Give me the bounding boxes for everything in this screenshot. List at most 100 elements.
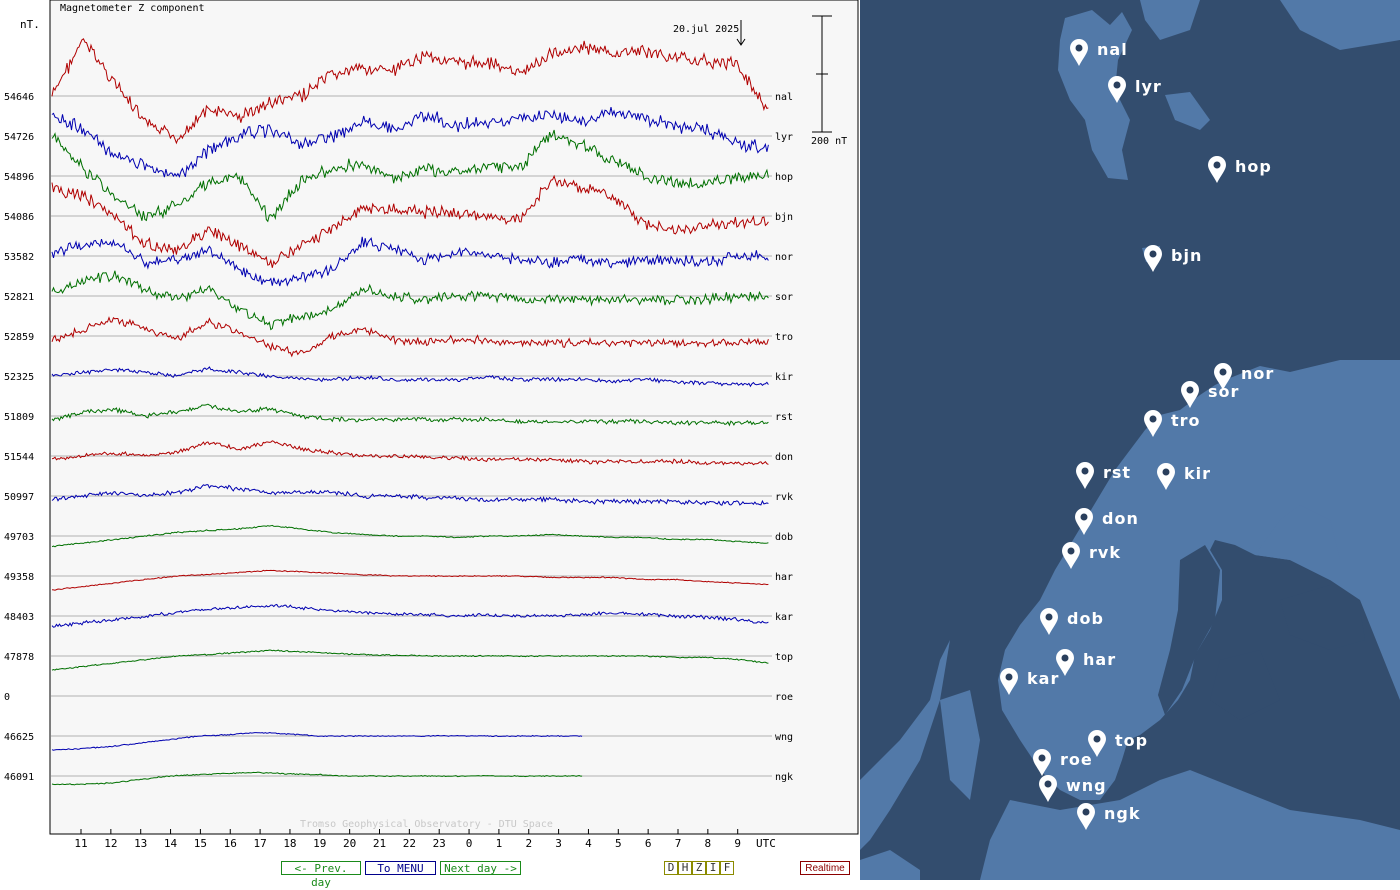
station-marker-top[interactable]: top <box>1088 730 1148 757</box>
station-marker-sor[interactable]: sor <box>1181 381 1239 408</box>
station-name-label: dob <box>1067 609 1104 628</box>
map-pin-dot <box>1081 467 1089 475</box>
station-code-label: nor <box>775 252 793 263</box>
station-code-label: don <box>775 452 793 463</box>
component-f-button[interactable]: F <box>720 861 734 875</box>
station-marker-ngk[interactable]: ngk <box>1077 803 1140 830</box>
station-trace-har <box>51 569 769 591</box>
realtime-button[interactable]: Realtime <box>800 861 850 875</box>
station-marker-nor[interactable]: nor <box>1214 363 1274 390</box>
station-code-label: rst <box>775 412 793 423</box>
station-code-label: tro <box>775 332 793 343</box>
magnetometer-chart: 11 12 13 14 15 16 17 18 19 20 21 22 23 0 1 2 3 4 5 6 7 8 95464… <box>4 0 859 850</box>
x-tick-label: 23 <box>433 837 446 850</box>
station-baseline-label: 0 <box>4 692 10 703</box>
station-map: nal lyr hop bjn nor sor tro rst kir don rvk dob har k… <box>860 0 1400 880</box>
station-marker-lyr[interactable]: lyr <box>1108 76 1162 103</box>
station-marker-roe[interactable]: roe <box>1033 749 1093 776</box>
x-tick-label: 17 <box>253 837 266 850</box>
map-pin-icon <box>1108 76 1126 103</box>
component-i-button[interactable]: I <box>706 861 720 875</box>
scale-label: 200 nT <box>811 136 847 147</box>
station-marker-har[interactable]: har <box>1056 649 1116 676</box>
station-name-label: lyr <box>1135 77 1162 96</box>
station-name-label: bjn <box>1171 246 1202 265</box>
station-baseline-label: 49703 <box>4 532 34 543</box>
station-code-label: rvk <box>775 492 793 503</box>
next-day-button[interactable]: Next day -> <box>440 861 521 875</box>
station-marker-wng[interactable]: wng <box>1039 775 1107 802</box>
map-pin-icon <box>1040 608 1058 635</box>
station-trace-lyr <box>51 106 769 178</box>
map-pin-dot <box>1186 386 1194 394</box>
station-marker-rst[interactable]: rst <box>1076 462 1131 489</box>
station-trace-kar <box>51 603 769 628</box>
map-pin-icon <box>1075 508 1093 535</box>
map-pin-icon <box>1144 245 1162 272</box>
station-baseline-label: 54086 <box>4 212 34 223</box>
station-trace-tro <box>51 316 769 358</box>
station-marker-kir[interactable]: kir <box>1157 463 1211 490</box>
map-pin-dot <box>1045 613 1053 621</box>
map-pin-icon <box>1039 775 1057 802</box>
map-pin-dot <box>1061 654 1069 662</box>
map-pin-dot <box>1038 754 1046 762</box>
station-trace-dob <box>51 524 769 548</box>
station-trace-nal <box>51 38 769 145</box>
station-name-label: sor <box>1208 382 1239 401</box>
station-name-label: nor <box>1241 364 1274 383</box>
x-tick-label: 8 <box>705 837 712 850</box>
station-baseline-label: 54646 <box>4 92 34 103</box>
map-pin-dot <box>1044 780 1052 788</box>
continental-land <box>860 640 1400 880</box>
x-tick-label: 19 <box>313 837 326 850</box>
map-pin-dot <box>1080 513 1088 521</box>
map-pin-icon <box>1208 156 1226 183</box>
map-pin-icon <box>1056 649 1074 676</box>
x-tick-label: 9 <box>734 837 741 850</box>
component-h-button[interactable]: H <box>678 861 692 875</box>
station-code-label: ngk <box>775 772 793 783</box>
map-pin-icon <box>1070 39 1088 66</box>
station-trace-rst <box>51 403 769 427</box>
component-z-button[interactable]: Z <box>692 861 706 875</box>
station-trace-kir <box>51 366 769 388</box>
prev-day-button[interactable]: <- Prev. day <box>281 861 361 889</box>
station-marker-dob[interactable]: dob <box>1040 608 1104 635</box>
x-tick-label: 18 <box>283 837 296 850</box>
station-name-label: kar <box>1027 669 1059 688</box>
x-tick-label: 7 <box>675 837 682 850</box>
station-trace-hop <box>51 129 769 223</box>
menu-button[interactable]: To MENU <box>365 861 436 875</box>
station-marker-kar[interactable]: kar <box>1000 668 1059 695</box>
station-baseline-label: 47878 <box>4 652 34 663</box>
map-pin-dot <box>1075 44 1083 52</box>
x-tick-label: 14 <box>164 837 178 850</box>
station-code-label: dob <box>775 532 793 543</box>
date-arrow <box>736 20 746 46</box>
station-code-label: lyr <box>775 132 793 143</box>
map-pin-dot <box>1005 673 1013 681</box>
map-pin-dot <box>1219 368 1227 376</box>
station-name-label: har <box>1083 650 1116 669</box>
station-marker-don[interactable]: don <box>1075 508 1139 535</box>
station-code-label: wng <box>775 732 793 743</box>
component-d-button[interactable]: D <box>664 861 678 875</box>
station-code-label: hop <box>775 172 793 183</box>
map-pin-dot <box>1162 468 1170 476</box>
station-baseline-label: 52859 <box>4 332 34 343</box>
map-pin-icon <box>1157 463 1175 490</box>
station-marker-bjn[interactable]: bjn <box>1144 245 1202 272</box>
station-trace-rvk <box>51 484 769 506</box>
station-name-label: rvk <box>1089 543 1121 562</box>
x-tick-label: 6 <box>645 837 652 850</box>
map-pin-icon <box>1062 542 1080 569</box>
station-baseline-label: 54896 <box>4 172 34 183</box>
station-marker-nal[interactable]: nal <box>1070 39 1128 66</box>
station-marker-rvk[interactable]: rvk <box>1062 542 1121 569</box>
station-marker-hop[interactable]: hop <box>1208 156 1272 183</box>
station-code-label: bjn <box>775 212 793 223</box>
station-marker-tro[interactable]: tro <box>1144 410 1201 437</box>
station-baseline-label: 50997 <box>4 492 34 503</box>
station-baseline-label: 53582 <box>4 252 34 263</box>
